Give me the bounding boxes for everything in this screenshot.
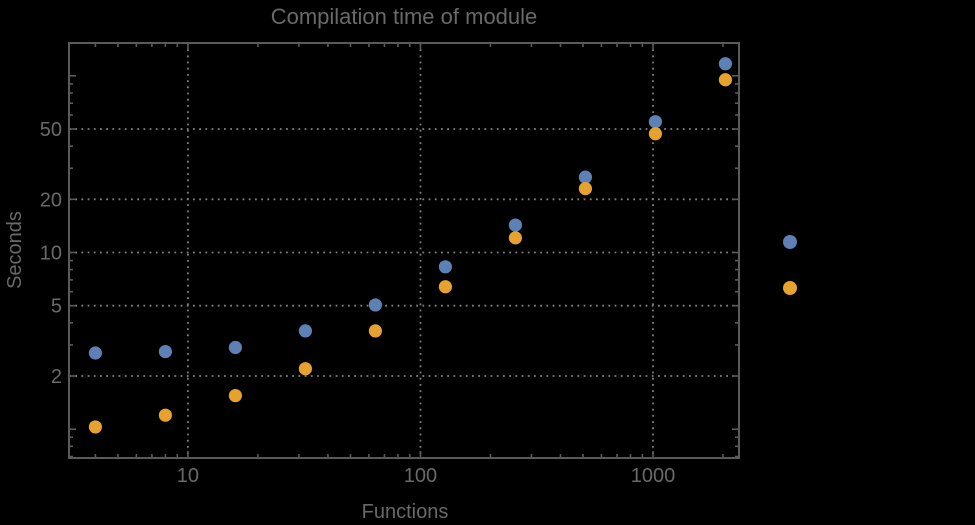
data-point-series-1 [298,324,313,338]
data-point-series-2 [88,420,102,434]
y-axis-label: Seconds [4,211,26,289]
x-axis-label: Functions [362,501,449,523]
data-point-series-1 [88,346,102,360]
data-point-series-2 [228,388,242,403]
y-tick-label: 2 [51,366,62,388]
y-tick-label: 20 [40,189,62,211]
data-point-series-2 [438,280,453,294]
data-point-series-1 [158,344,172,359]
data-point-series-2 [158,408,172,422]
x-tick-label: 100 [404,465,437,487]
data-point-series-1 [228,340,242,355]
data-point-series-1 [508,218,523,232]
legend-marker-1 [783,235,797,249]
data-point-series-2 [298,362,313,376]
data-point-series-1 [648,115,663,129]
data-point-series-1 [578,170,593,184]
data-point-series-2 [578,182,593,196]
y-tick-label: 50 [40,119,62,141]
data-point-series-2 [508,231,523,245]
data-point-series-2 [368,324,383,338]
plot-frame [68,42,740,459]
data-point-series-2 [648,127,663,141]
gridlines-layer [69,43,739,458]
tick-labels-layer: 10 100 1000 2 5 10 20 50 [40,119,676,487]
data-point-series-1 [718,57,733,71]
legend-layer [783,235,797,295]
y-tick-label: 10 [40,243,62,265]
y-tick-label: 5 [51,296,62,318]
x-tick-label: 10 [177,465,199,487]
data-point-series-2 [718,73,733,87]
legend-marker-2 [783,281,797,295]
data-point-series-1 [368,298,383,312]
data-points-layer [88,57,733,434]
chart-title: Compilation time of module [271,4,538,29]
frame-layer [68,42,740,459]
ticks-layer [69,43,739,458]
x-tick-label: 1000 [631,465,676,487]
data-point-series-1 [438,260,453,274]
